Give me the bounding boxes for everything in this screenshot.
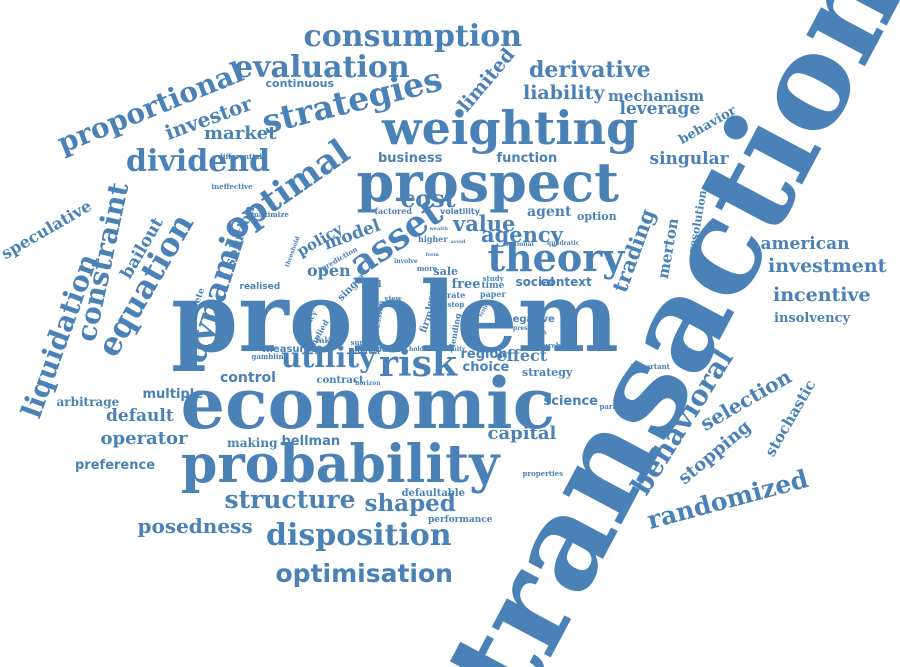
word-economic: economic bbox=[180, 362, 556, 445]
word-arbitrage: arbitrage bbox=[56, 395, 120, 409]
word-consumption: consumption bbox=[303, 19, 523, 54]
word-gambling: gambling bbox=[251, 351, 289, 361]
word-avoid: avoid bbox=[450, 238, 466, 245]
word-continuous: continuous bbox=[265, 76, 335, 90]
word-optimisation: optimisation bbox=[275, 558, 453, 588]
word-form: form bbox=[425, 251, 439, 258]
word-option: option bbox=[577, 209, 617, 223]
word-stop: stop bbox=[447, 299, 465, 309]
word-sale: sale bbox=[433, 264, 459, 278]
word-bank: bank bbox=[375, 344, 401, 355]
word-differential: differential bbox=[218, 151, 263, 161]
word-choice: choice bbox=[462, 359, 510, 375]
word-realised: realised bbox=[239, 281, 281, 292]
word-horizon: horizon bbox=[355, 380, 381, 387]
word-paper: paper bbox=[480, 289, 506, 299]
word-maximize: maximize bbox=[251, 209, 289, 219]
word-control: control bbox=[220, 370, 276, 386]
word-agent: agent bbox=[527, 204, 572, 220]
word-agency: agency bbox=[481, 221, 563, 247]
word-region: region bbox=[460, 346, 508, 362]
word-leverage: leverage bbox=[619, 98, 701, 119]
word-volatility: volatility bbox=[440, 207, 480, 216]
word-function: function bbox=[496, 150, 558, 166]
word-rate: rate bbox=[447, 290, 466, 300]
word-utility: utility bbox=[281, 341, 376, 374]
word-dividend: dividend bbox=[126, 144, 271, 179]
word-important: important bbox=[630, 361, 670, 371]
word-shaped: shaped bbox=[364, 489, 456, 517]
word-risk: risk bbox=[379, 343, 457, 385]
word-more: more bbox=[417, 263, 438, 273]
word-structure: structure bbox=[224, 484, 356, 514]
word-probability: probability bbox=[181, 434, 500, 495]
word-holder: holder bbox=[409, 346, 431, 353]
word-higher: higher bbox=[418, 234, 448, 244]
word-involve: involve bbox=[394, 258, 418, 265]
word-insolvency: insolvency bbox=[774, 310, 851, 326]
word-multiple: multiple bbox=[142, 386, 204, 402]
word-factored: factored bbox=[374, 206, 412, 216]
word-preference: preference bbox=[75, 457, 156, 473]
word-effect: effect bbox=[496, 346, 548, 365]
word-purchase: purchase bbox=[538, 340, 574, 350]
word-study: study bbox=[482, 273, 504, 283]
word-wealth: wealth bbox=[429, 225, 449, 232]
word-social: social bbox=[515, 275, 555, 289]
word-market: market bbox=[204, 123, 277, 144]
word-negative: negative bbox=[505, 314, 555, 325]
word-investment: investment bbox=[768, 254, 887, 277]
word-view: view bbox=[384, 293, 402, 303]
word-surface: surface bbox=[350, 337, 380, 347]
word-disposition: disposition bbox=[266, 518, 452, 553]
word-interest: interest bbox=[349, 346, 381, 356]
word-prospect: prospect bbox=[356, 150, 620, 214]
word-parameter: parameter bbox=[599, 401, 641, 411]
word-taking: taking bbox=[315, 335, 345, 345]
word-measure: measure bbox=[262, 344, 312, 355]
word-present: present bbox=[513, 325, 539, 332]
word-defaultable: defaultable bbox=[401, 488, 465, 499]
word-quadratic: quadratic bbox=[547, 240, 580, 247]
word-equity: equity bbox=[444, 346, 466, 353]
word-incentive: incentive bbox=[773, 283, 871, 306]
word-making: making bbox=[227, 436, 278, 450]
word-liability: liability bbox=[523, 81, 605, 104]
word-derivative: derivative bbox=[529, 57, 651, 83]
word-american: american bbox=[760, 233, 850, 254]
word-bail: bail bbox=[362, 279, 382, 290]
word-context: context bbox=[540, 275, 592, 289]
word-mechanism: mechanism bbox=[608, 86, 705, 105]
word-ineffective: ineffective bbox=[211, 181, 253, 191]
word-singular: singular bbox=[649, 148, 729, 169]
word-operator: operator bbox=[100, 428, 188, 449]
word-cost: cost bbox=[400, 184, 456, 213]
word-default: default bbox=[106, 405, 174, 426]
word-weighting: weighting bbox=[382, 101, 639, 155]
word-evaluation: evaluation bbox=[234, 50, 410, 85]
word-posedness: posedness bbox=[137, 514, 253, 538]
word-value: value bbox=[453, 210, 516, 236]
word-performance: performance bbox=[428, 514, 493, 525]
word-contract: contract bbox=[316, 375, 364, 386]
word-time: time bbox=[481, 280, 505, 291]
word-business: business bbox=[378, 150, 443, 166]
word-properties: properties bbox=[522, 468, 564, 478]
word-science: science bbox=[543, 393, 599, 409]
word-national: national bbox=[506, 241, 534, 248]
word-problem: problem bbox=[171, 261, 619, 374]
word-theory: theory bbox=[487, 235, 625, 280]
word-strategy: strategy bbox=[522, 365, 573, 379]
word-open: open bbox=[307, 261, 351, 280]
word-bellman: bellman bbox=[281, 433, 341, 449]
word-free: free bbox=[451, 276, 481, 292]
word-capital: capital bbox=[487, 423, 557, 444]
